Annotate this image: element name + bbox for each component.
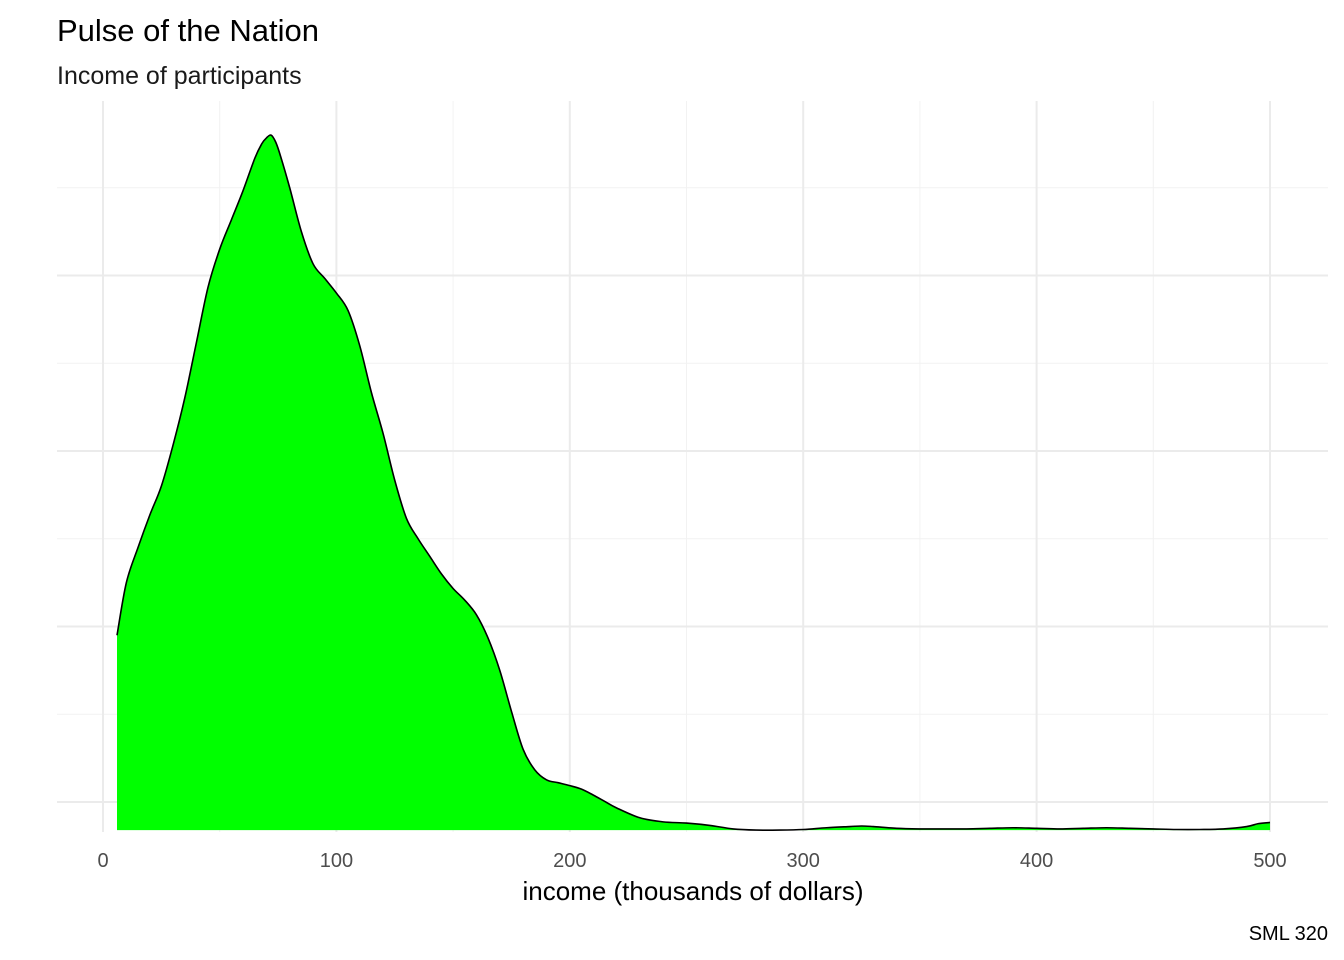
x-axis-ticks: 0 100 200 300 400 500 bbox=[97, 850, 1286, 872]
x-tick-label: 200 bbox=[553, 850, 586, 872]
x-tick-label: 100 bbox=[320, 850, 353, 872]
chart-subtitle: Income of participants bbox=[57, 62, 302, 90]
x-tick-label: 500 bbox=[1253, 850, 1286, 872]
x-tick-label: 400 bbox=[1020, 850, 1053, 872]
x-tick-label: 0 bbox=[97, 850, 108, 872]
density-area bbox=[117, 134, 1270, 831]
chart-caption: SML 320 bbox=[1249, 923, 1328, 945]
x-tick-label: 300 bbox=[787, 850, 820, 872]
chart-title: Pulse of the Nation bbox=[57, 13, 319, 48]
density-outline bbox=[116, 134, 1271, 831]
x-axis-label: income (thousands of dollars) bbox=[522, 876, 863, 906]
